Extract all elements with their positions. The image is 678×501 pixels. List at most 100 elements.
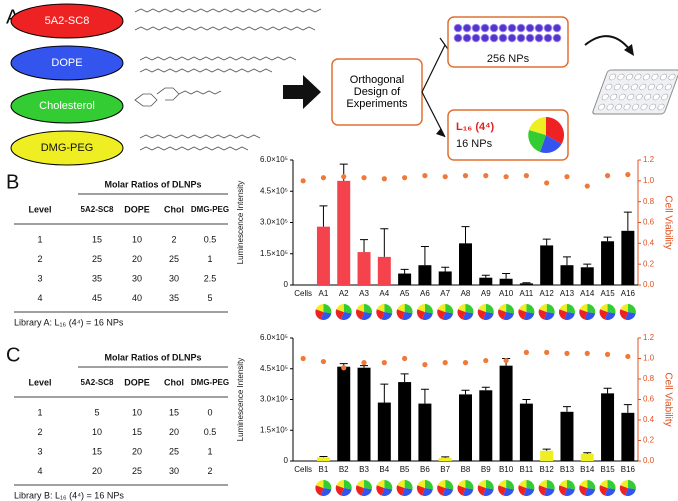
well — [659, 73, 667, 81]
bar — [560, 411, 574, 461]
table-group-header: Molar Ratios of DLNPs — [104, 179, 201, 189]
bar — [337, 366, 351, 461]
branch-lines — [421, 37, 451, 138]
viability-point — [300, 178, 306, 184]
x-tick-label: A13 — [560, 289, 575, 298]
composition-icon — [498, 304, 515, 320]
composition-slice — [503, 312, 514, 320]
composition-slice — [604, 488, 616, 496]
viability-point — [625, 171, 631, 178]
x-tick-label: A11 — [520, 289, 534, 298]
bar — [438, 457, 452, 461]
composition-slice — [518, 304, 527, 312]
composition-icon — [335, 480, 352, 496]
well — [623, 103, 631, 111]
composition-slice — [587, 304, 596, 314]
composition-slice — [356, 485, 365, 496]
error-bar — [420, 388, 429, 404]
error-bar — [583, 452, 592, 454]
y-tick-label: 1.5×10⁵ — [260, 425, 288, 434]
x-tick-label: A14 — [580, 289, 595, 298]
np-dot — [480, 23, 490, 33]
bar — [540, 450, 554, 461]
composition-slice — [477, 485, 486, 496]
viability-point — [361, 360, 367, 366]
bar — [398, 273, 412, 285]
table-cell: 35 — [169, 293, 179, 303]
orthogonal-label: L₁₆ (4⁴) — [456, 121, 495, 133]
composition-slice — [356, 309, 365, 320]
y-axis-label: Luminescence Intensity — [236, 358, 245, 442]
composition-slice — [599, 309, 608, 320]
bar — [601, 241, 615, 285]
table-cell: 5 — [94, 407, 99, 417]
table-cell: 1 — [37, 407, 42, 417]
composition-slice — [564, 488, 575, 496]
y2-tick-label: 1.2 — [643, 155, 655, 164]
y2-tick-label: 0.6 — [643, 218, 655, 227]
composition-icon — [457, 480, 474, 496]
x-tick-label: B9 — [481, 465, 491, 474]
composition-slice — [604, 312, 616, 320]
bar — [459, 394, 472, 461]
composition-icon — [518, 304, 535, 320]
viability-point — [462, 173, 469, 179]
y-tick-label: 3.0×10⁵ — [260, 395, 288, 404]
y2-tick-label: 0.8 — [643, 374, 655, 383]
composition-slice — [437, 485, 446, 496]
x-tick-label: A15 — [600, 289, 615, 298]
composition-slice — [416, 485, 425, 496]
composition-icon — [518, 480, 535, 496]
curved-arrow — [584, 35, 631, 51]
composition-icon — [396, 304, 413, 320]
composition-slice — [559, 304, 567, 312]
well — [647, 83, 655, 91]
table-cell: 25 — [132, 466, 142, 476]
composition-icon — [599, 480, 616, 496]
table-cell: 20 — [132, 254, 142, 264]
well — [634, 73, 642, 81]
table-cell: 1 — [37, 234, 42, 244]
composition-icon — [477, 304, 494, 320]
composition-slice — [498, 480, 507, 488]
x-tick-label: B10 — [499, 465, 514, 474]
composition-slice — [607, 480, 616, 490]
panel-label: B — [6, 171, 19, 193]
error-bar — [461, 389, 470, 395]
np-dot — [516, 23, 526, 33]
composition-slice — [546, 304, 555, 314]
bar — [316, 457, 330, 461]
viability-point — [422, 173, 428, 179]
composition-slice — [376, 304, 385, 312]
viability-point — [381, 176, 387, 182]
composition-slice — [422, 488, 433, 496]
arrowhead — [436, 128, 445, 137]
table-column-header: DOPE — [124, 204, 150, 214]
error-bar — [623, 211, 632, 231]
x-tick-label: Cells — [294, 289, 312, 298]
np-dot — [498, 33, 508, 43]
bar — [438, 271, 452, 285]
bar — [479, 390, 493, 461]
composition-slice — [323, 304, 332, 314]
composition-slice — [485, 304, 494, 314]
y2-axis-label: Cell Viability — [662, 195, 673, 249]
bar — [621, 230, 635, 285]
table-column-header: DMG-PEG — [191, 378, 229, 387]
composition-slice — [607, 304, 616, 314]
bar — [540, 245, 554, 285]
error-bar — [319, 455, 328, 458]
table-cell: 5 — [207, 293, 212, 303]
table-cell: 2 — [37, 427, 42, 437]
composition-icon — [376, 304, 393, 320]
table-cell: 20 — [169, 427, 179, 437]
composition-slice — [498, 309, 507, 320]
composition-icon — [376, 480, 393, 496]
composition-icon — [477, 480, 494, 496]
composition-slice — [397, 480, 405, 488]
table-cell: 20 — [92, 466, 102, 476]
composition-slice — [340, 488, 352, 496]
component-ellipse — [10, 88, 124, 124]
error-bar — [441, 456, 450, 458]
x-tick-label: B2 — [339, 465, 349, 474]
